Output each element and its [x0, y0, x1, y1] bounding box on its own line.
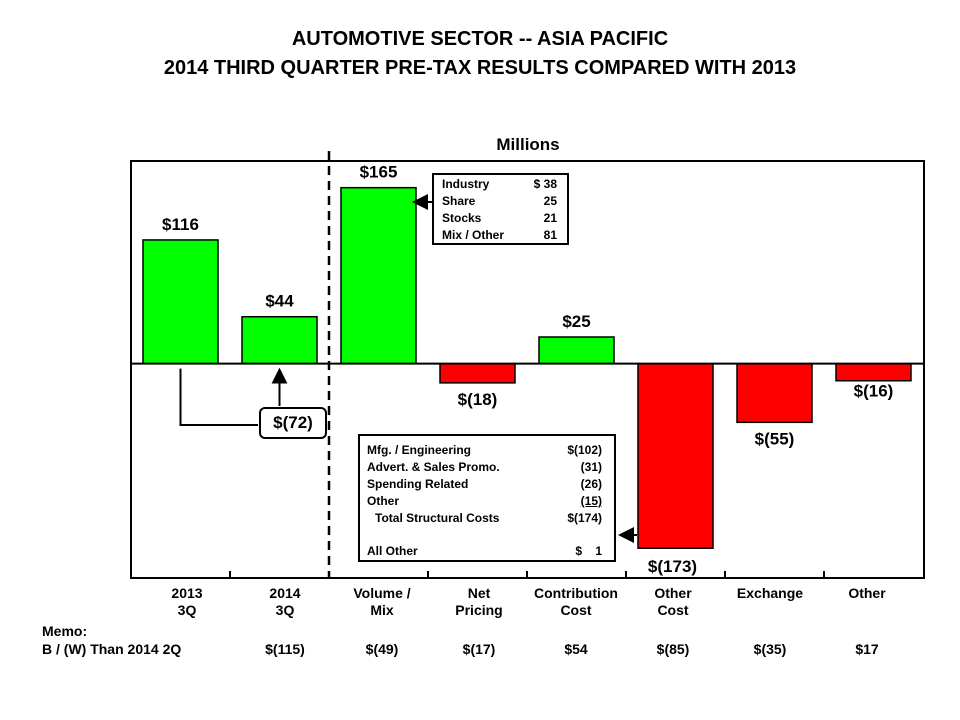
breakdown-label: Stocks	[442, 211, 482, 225]
breakdown-row-mix-other: Mix / Other 81	[434, 227, 567, 243]
bar-2	[340, 186, 417, 365]
cost-value: $(174)	[567, 511, 602, 525]
category-label-exchange: Exchange	[736, 585, 804, 601]
bar-7	[835, 362, 912, 382]
data-label-1: $44	[265, 292, 294, 311]
breakdown-label: Industry	[442, 177, 490, 191]
breakdown-label: Share	[442, 194, 476, 208]
breakdown-label: Mix / Other	[442, 228, 505, 242]
breakdown-row-stocks: Stocks 21	[434, 210, 567, 226]
memo-value: $(49)	[365, 641, 399, 657]
cost-row-spending-related: Spending Related (26)	[360, 476, 614, 492]
chart-title-line-1: AUTOMOTIVE SECTOR -- ASIA PACIFIC	[291, 28, 669, 50]
cost-value: (26)	[580, 477, 602, 491]
connector-line	[179, 368, 258, 426]
cost-value: (15)	[580, 494, 602, 508]
category-label-volume-mix: Volume / Mix	[353, 585, 411, 618]
breakdown-value: 81	[543, 228, 557, 242]
memo-value: $(35)	[753, 641, 787, 657]
data-label-2: $165	[360, 163, 398, 182]
cost-label: Total Structural Costs	[375, 511, 500, 525]
breakdown-row-industry: Industry $ 38	[434, 176, 567, 192]
category-label-2014-3q: 2014 3Q	[269, 585, 301, 618]
cost-label: Spending Related	[367, 477, 469, 491]
cost-row-total-structural: Total Structural Costs $(174)	[360, 510, 614, 526]
units-label: Millions	[496, 135, 560, 154]
category-label-2013-3q: 2013 3Q	[171, 585, 203, 618]
bar-5	[637, 362, 714, 549]
memo-value: $(17)	[462, 641, 496, 657]
memo-title: Memo:	[42, 623, 88, 639]
data-label-4: $25	[562, 312, 590, 331]
breakdown-row-share: Share 25	[434, 193, 567, 209]
breakdown-value: 21	[543, 211, 557, 225]
data-label-0: $116	[162, 215, 199, 234]
data-label-5: $(173)	[648, 557, 697, 576]
bar-1	[241, 315, 318, 365]
plot-area	[130, 160, 925, 579]
category-label-other: Other	[848, 585, 886, 601]
data-label-7: $(16)	[854, 382, 894, 401]
cost-value: $ 1	[575, 544, 602, 558]
cost-row-other: Other (15)	[360, 493, 614, 509]
cost-label: Mfg. / Engineering	[367, 443, 471, 457]
memo-value: $(115)	[265, 641, 305, 657]
cost-row-all-other: All Other $ 1	[360, 543, 614, 559]
chart-title-line-2: 2014 THIRD QUARTER PRE-TAX RESULTS COMPA…	[163, 57, 797, 79]
cost-row-mfg-engineering: Mfg. / Engineering $(102)	[360, 442, 614, 458]
volume-mix-breakdown-box: Industry $ 38 Share 25 Stocks 21 Mix / O…	[432, 173, 569, 245]
cost-label: Other	[367, 494, 400, 508]
cost-value: (31)	[580, 460, 602, 474]
bar-3	[439, 362, 516, 384]
other-cost-breakdown-box: Mfg. / Engineering $(102) Advert. & Sale…	[358, 434, 616, 562]
cost-row-advert-sales-promo: Advert. & Sales Promo. (31)	[360, 459, 614, 475]
memo-value: $17	[855, 641, 879, 657]
data-label-6: $(55)	[755, 429, 795, 448]
category-label-contribution-cost: Contribution Cost	[534, 585, 618, 618]
memo-row-label: B / (W) Than 2014 2Q	[42, 641, 182, 657]
memo-value: $(85)	[656, 641, 690, 657]
change-label: $(72)	[259, 407, 327, 439]
breakdown-value: 25	[543, 194, 557, 208]
bar-0	[142, 239, 219, 365]
data-label-3: $(18)	[458, 390, 498, 409]
memo-value: $54	[564, 641, 588, 657]
bar-6	[736, 362, 813, 424]
cost-value: $(102)	[567, 443, 602, 457]
cost-label: All Other	[367, 544, 418, 558]
bar-4	[538, 336, 615, 365]
category-label-net-pricing: Net Pricing	[455, 585, 503, 618]
cost-label: Advert. & Sales Promo.	[367, 460, 500, 474]
category-label-other-cost: Other Cost	[654, 585, 692, 618]
breakdown-value: $ 38	[533, 177, 557, 191]
